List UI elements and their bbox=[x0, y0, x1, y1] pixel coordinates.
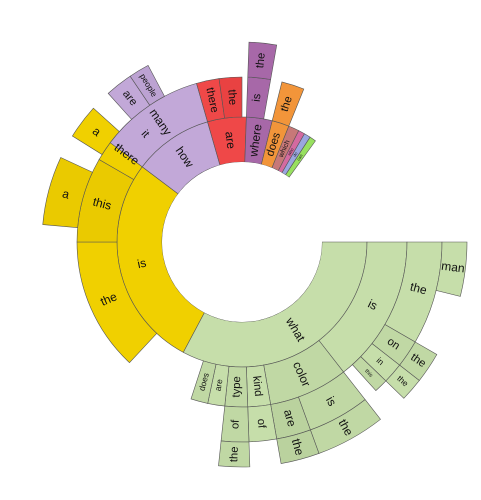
segment-label: the bbox=[279, 95, 295, 114]
segment-label: type bbox=[231, 376, 244, 398]
segment-label: of bbox=[255, 418, 268, 429]
segment-label: this bbox=[91, 194, 113, 212]
segment-label: where bbox=[246, 123, 265, 159]
segment-label: a bbox=[61, 186, 71, 201]
sunburst-segment-10[interactable] bbox=[129, 65, 165, 106]
sunburst-segment-3[interactable] bbox=[42, 157, 93, 228]
segment-label: the bbox=[98, 289, 119, 309]
sunburst-rings bbox=[42, 41, 468, 468]
segment-label: of bbox=[229, 419, 241, 430]
sunburst-segment-16[interactable] bbox=[247, 41, 278, 80]
segment-label: is bbox=[136, 256, 147, 272]
segment-label: are bbox=[222, 131, 238, 150]
segment-label: the bbox=[254, 52, 268, 69]
sunburst-segment-26[interactable] bbox=[435, 241, 468, 297]
segment-label: do bbox=[292, 151, 299, 158]
sunburst-segment-43[interactable] bbox=[190, 360, 217, 404]
segment-label: there bbox=[203, 86, 220, 113]
segment-label: this bbox=[363, 368, 374, 379]
segment-label: kind bbox=[250, 375, 264, 397]
segment-label: the bbox=[225, 89, 238, 105]
segment-label: can bbox=[296, 153, 304, 162]
segment-label: does bbox=[197, 372, 211, 392]
sunburst-segment-31[interactable] bbox=[351, 356, 387, 392]
sunburst-segment-13[interactable] bbox=[218, 76, 243, 119]
segment-label: the bbox=[409, 280, 429, 298]
segment-label: in bbox=[375, 355, 387, 367]
sunburst-segment-41[interactable] bbox=[218, 440, 251, 468]
segment-label: are bbox=[213, 378, 225, 392]
segment-label: are bbox=[281, 408, 299, 429]
segment-label: the bbox=[289, 437, 307, 457]
segment-label: on bbox=[385, 336, 402, 353]
segment-label: the bbox=[228, 446, 241, 462]
segment-label: is bbox=[251, 93, 264, 103]
segment-label: who bbox=[287, 147, 295, 157]
segment-label: man bbox=[441, 259, 466, 276]
center-hole bbox=[162, 162, 322, 322]
